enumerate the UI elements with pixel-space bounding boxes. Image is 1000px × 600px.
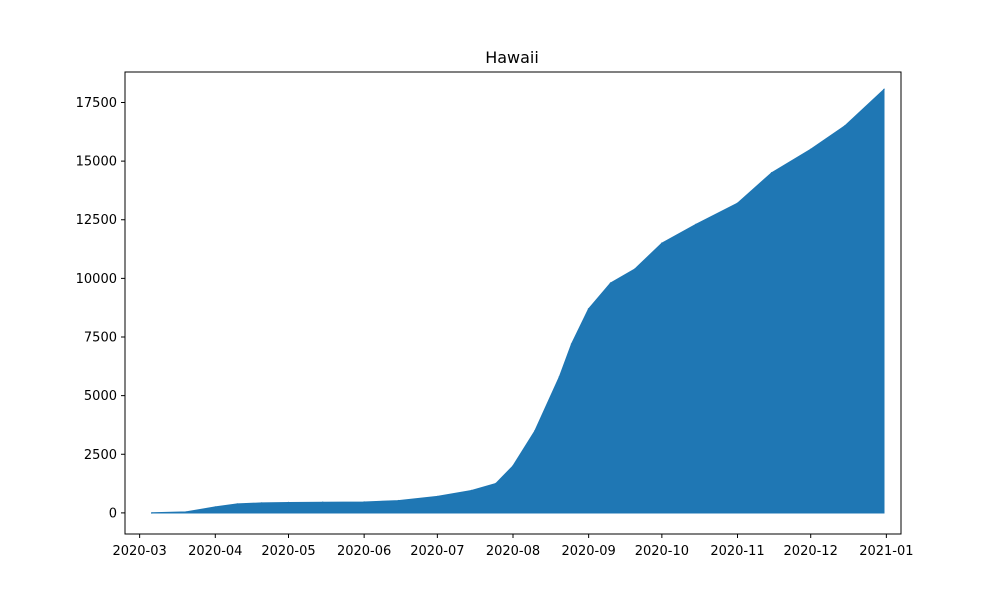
data-point xyxy=(883,88,885,91)
axes: 2020-03 2020-04 2020-05 2020-06 2020-07 2020-… xyxy=(76,96,914,559)
data-point xyxy=(609,282,612,284)
x-tick-label: 2020-06 xyxy=(337,544,391,559)
data-point xyxy=(570,343,573,345)
y-tick-label: 10000 xyxy=(76,272,117,287)
data-point xyxy=(661,242,663,244)
data-point xyxy=(809,148,812,151)
y-tick-label: 17500 xyxy=(76,96,117,111)
data-point xyxy=(634,268,636,270)
data-point xyxy=(695,223,697,226)
y-tick-label: 0 xyxy=(109,506,117,521)
data-point xyxy=(436,495,439,498)
data-point xyxy=(214,506,217,508)
x-tick-label: 2020-07 xyxy=(410,544,464,559)
data-point xyxy=(470,489,473,492)
x-tick-label: 2020-04 xyxy=(188,544,242,559)
data-point xyxy=(844,125,846,127)
x-tick-label: 2021-01 xyxy=(859,544,913,559)
series-0-area xyxy=(151,88,885,514)
data-point xyxy=(736,202,739,205)
x-tick-label: 2020-05 xyxy=(261,544,315,559)
data-point xyxy=(587,308,590,310)
y-tick-label: 2500 xyxy=(84,448,117,463)
data-point xyxy=(287,501,290,504)
x-tick-label: 2020-11 xyxy=(710,544,764,559)
x-tick-label: 2020-10 xyxy=(635,544,689,559)
data-point xyxy=(534,430,536,432)
data-point xyxy=(151,512,153,514)
data-point xyxy=(260,502,263,504)
data-point xyxy=(236,503,239,505)
data-point xyxy=(321,501,324,504)
data-point xyxy=(185,511,187,513)
y-tick-label: 5000 xyxy=(84,389,117,404)
y-tick-label: 12500 xyxy=(76,213,117,228)
x-tick-label: 2020-03 xyxy=(112,544,166,559)
x-tick-label: 2020-08 xyxy=(486,544,540,559)
data-point xyxy=(558,376,561,378)
plot-area xyxy=(151,88,885,514)
x-tick-label: 2020-09 xyxy=(561,544,615,559)
data-point xyxy=(770,172,773,174)
y-tick-label: 7500 xyxy=(84,331,117,346)
data-point xyxy=(363,501,365,503)
y-tick-label: 15000 xyxy=(76,155,117,170)
chart-title: Hawaii xyxy=(485,48,539,67)
data-point xyxy=(512,465,514,467)
data-point xyxy=(495,482,497,485)
x-tick-label: 2020-12 xyxy=(784,544,838,559)
data-point xyxy=(397,499,400,502)
